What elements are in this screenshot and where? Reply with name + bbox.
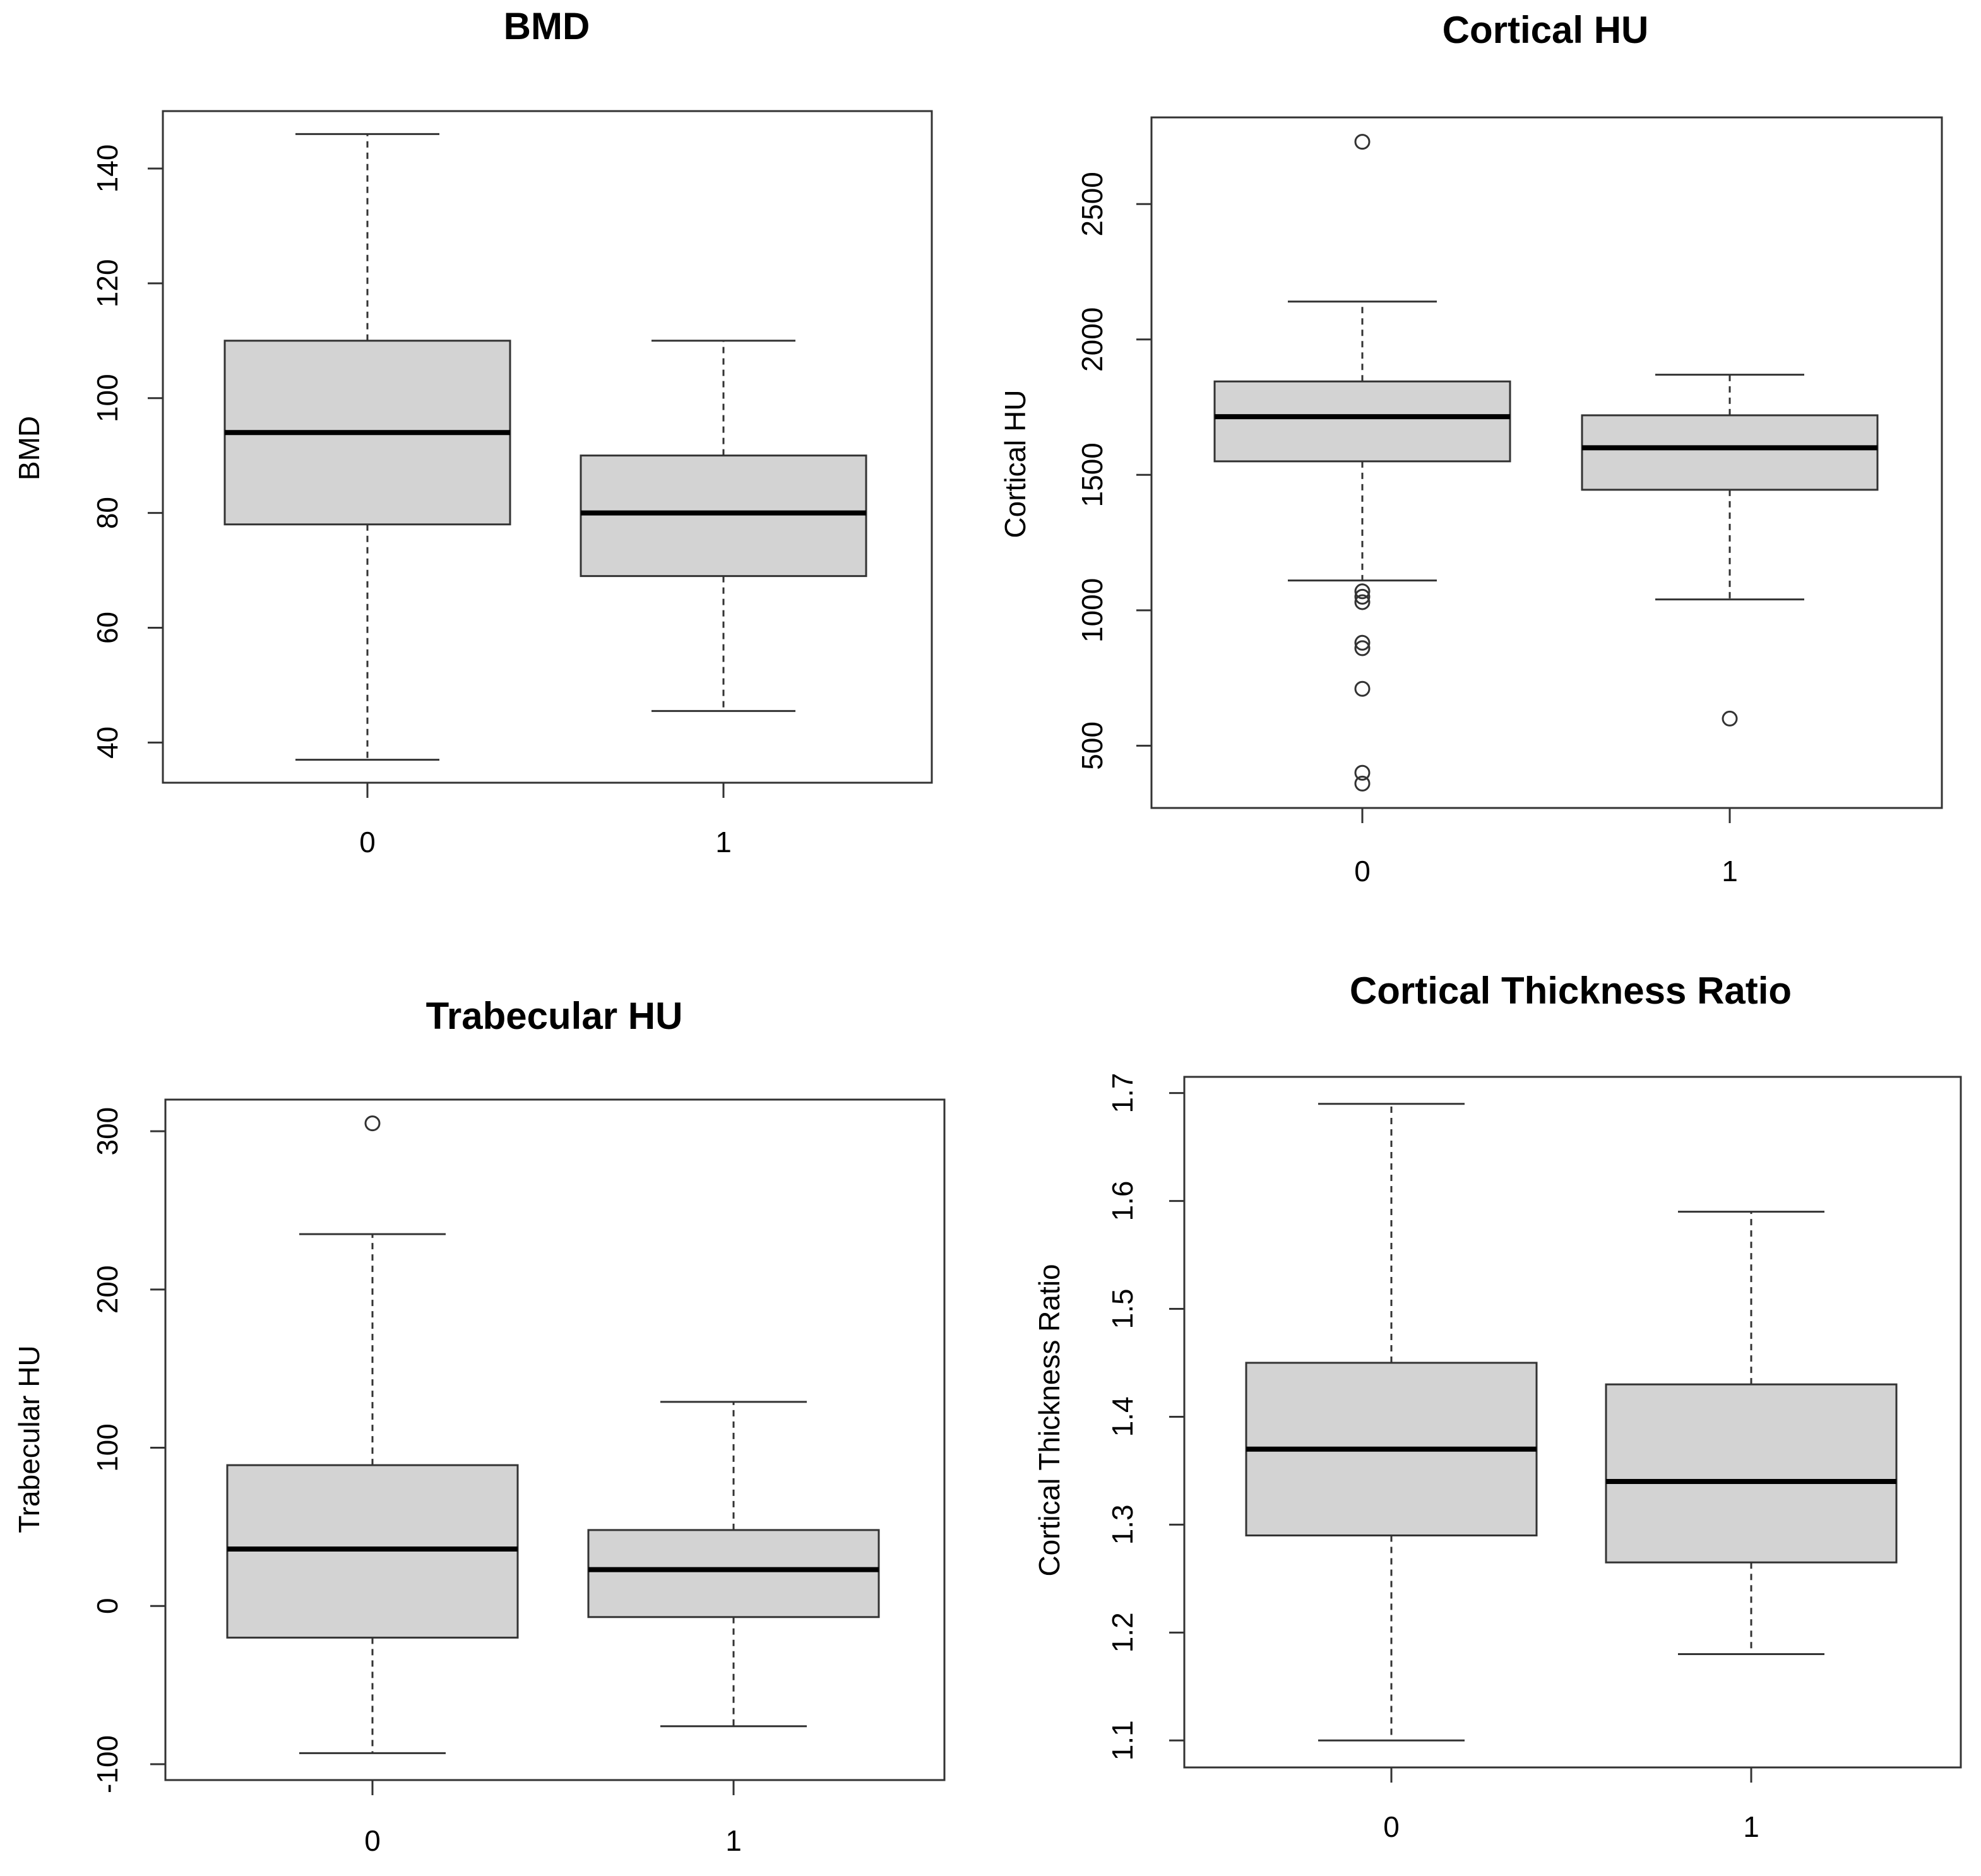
y-axis-label: Cortical HU bbox=[999, 389, 1032, 538]
x-tick-label: 0 bbox=[1383, 1810, 1400, 1843]
y-tick-label: 100 bbox=[91, 374, 124, 422]
x-tick-label: 1 bbox=[1722, 855, 1738, 888]
y-tick-label: 1.7 bbox=[1106, 1073, 1139, 1113]
box-group-1 bbox=[1581, 374, 1879, 727]
y-tick-label: 100 bbox=[91, 1423, 124, 1472]
y-tick-label: 2000 bbox=[1076, 307, 1109, 372]
outlier-point bbox=[1722, 710, 1738, 727]
y-tick-label: 1500 bbox=[1076, 442, 1109, 507]
iqr-box bbox=[1213, 380, 1511, 463]
outlier-point bbox=[1354, 764, 1371, 781]
y-tick-label: 1000 bbox=[1076, 578, 1109, 643]
y-tick-label: 1.5 bbox=[1106, 1289, 1139, 1329]
outlier-point bbox=[1354, 583, 1371, 600]
outlier-point bbox=[1354, 680, 1371, 697]
plot-area: 500 1000 1500 2000 2500 0 1 bbox=[1076, 116, 1943, 888]
x-tick-label: 1 bbox=[1743, 1810, 1759, 1843]
outlier-point bbox=[1354, 775, 1371, 792]
y-tick-label: 1.4 bbox=[1106, 1396, 1139, 1437]
iqr-box bbox=[587, 1529, 880, 1618]
box-group-0 bbox=[1213, 134, 1511, 792]
panel-cortical-thickness-ratio: Cortical Thickness Ratio Cortical Thickn… bbox=[1033, 970, 1962, 1843]
box-group-1 bbox=[587, 1401, 880, 1728]
x-tick-label: 0 bbox=[359, 826, 376, 858]
x-tick-label: 0 bbox=[364, 1824, 381, 1857]
panel-title: Cortical HU bbox=[1443, 9, 1649, 51]
plot-area: 1.1 1.2 1.3 1.4 1.5 1.6 1.7 0 1 bbox=[1106, 1073, 1962, 1843]
outlier-point bbox=[1354, 634, 1371, 651]
y-axis-label: Cortical Thickness Ratio bbox=[1033, 1264, 1066, 1576]
y-tick-label: 140 bbox=[91, 145, 124, 193]
iqr-box bbox=[1605, 1383, 1898, 1564]
x-tick-label: 0 bbox=[1354, 855, 1371, 888]
plot-area: -100 0 100 200 300 0 1 bbox=[91, 1098, 946, 1857]
y-tick-label: 40 bbox=[91, 727, 124, 759]
y-tick-label: 1.1 bbox=[1106, 1720, 1139, 1760]
plot-frame bbox=[164, 1098, 946, 1781]
box-group-1 bbox=[1605, 1211, 1898, 1656]
outlier-point bbox=[364, 1115, 381, 1132]
y-tick-label: 1.3 bbox=[1106, 1504, 1139, 1545]
outlier-point bbox=[1354, 640, 1371, 656]
panel-trabecular-hu: Trabecular HU Trabecular HU -100 0 100 200 3… bbox=[13, 995, 946, 1857]
y-tick-label: 80 bbox=[91, 497, 124, 529]
box-group-0 bbox=[223, 133, 511, 761]
y-tick-label: 2500 bbox=[1076, 172, 1109, 236]
y-axis-label: Trabecular HU bbox=[13, 1345, 45, 1533]
y-tick-label: 1.2 bbox=[1106, 1612, 1139, 1653]
outlier-point bbox=[1354, 588, 1371, 605]
panel-bmd: BMD BMD 40 60 80 100 120 140 0 1 bbox=[13, 5, 933, 858]
x-tick-label: 1 bbox=[715, 826, 732, 858]
y-tick-label: 300 bbox=[91, 1107, 124, 1156]
y-tick-label: 1.6 bbox=[1106, 1181, 1139, 1221]
panel-title: BMD bbox=[504, 5, 590, 47]
y-tick-label: 60 bbox=[91, 612, 124, 644]
outlier-point bbox=[1354, 594, 1371, 610]
y-axis-label: BMD bbox=[13, 416, 45, 480]
y-tick-label: 120 bbox=[91, 259, 124, 307]
y-tick-label: -100 bbox=[91, 1735, 124, 1793]
y-tick-label: 0 bbox=[91, 1598, 124, 1614]
panel-title: Cortical Thickness Ratio bbox=[1350, 970, 1792, 1012]
x-tick-label: 1 bbox=[725, 1824, 742, 1857]
y-tick-label: 200 bbox=[91, 1265, 124, 1314]
panel-cortical-hu: Cortical HU Cortical HU 500 1000 1500 2000 2… bbox=[999, 9, 1943, 888]
y-tick-label: 500 bbox=[1076, 721, 1109, 770]
plot-area: 40 60 80 100 120 140 0 1 bbox=[91, 110, 933, 858]
iqr-box bbox=[1581, 414, 1879, 491]
panel-title: Trabecular HU bbox=[426, 995, 683, 1037]
box-group-0 bbox=[226, 1115, 519, 1754]
outlier-point bbox=[1354, 134, 1371, 150]
iqr-box bbox=[580, 454, 867, 578]
box-group-0 bbox=[1245, 1103, 1538, 1742]
box-group-1 bbox=[580, 340, 867, 712]
